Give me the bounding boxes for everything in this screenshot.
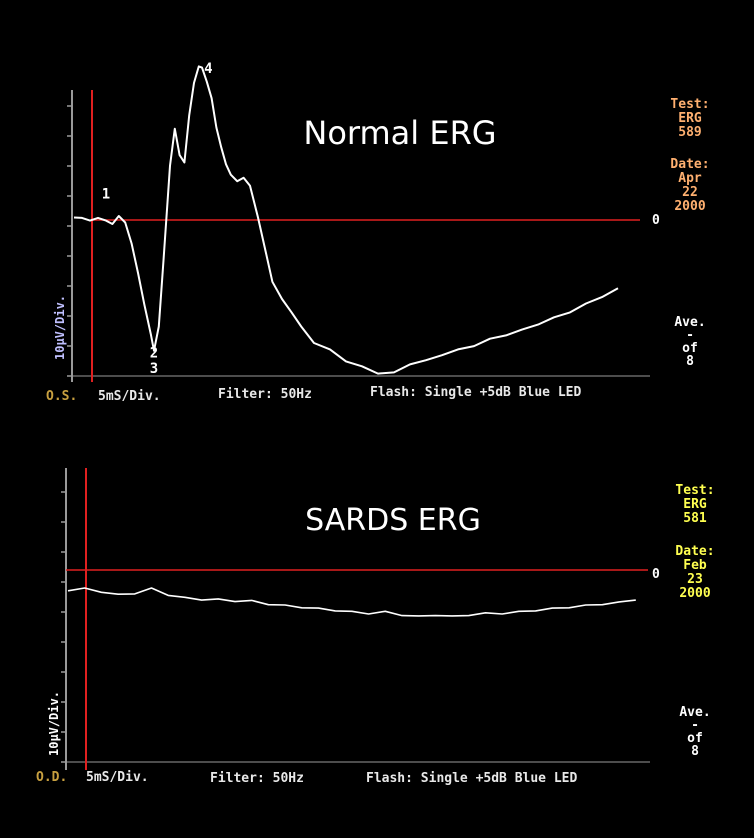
flash-label: Flash: Single +5dB Blue LED — [370, 385, 581, 400]
test-type: ERG — [683, 497, 707, 512]
peak-label-1: 1 — [102, 187, 110, 203]
test-number: 581 — [683, 511, 707, 526]
peak-label-2: 2 — [150, 346, 158, 362]
average-of: of — [682, 341, 698, 356]
test-number: 589 — [678, 125, 701, 140]
timebase-label: 5mS/Div. — [86, 770, 149, 785]
date-year: 2000 — [674, 199, 705, 214]
average-dash: - — [691, 718, 699, 733]
peak-label-4: 4 — [204, 61, 212, 77]
filter-label: Filter: 50Hz — [210, 771, 304, 786]
zero-label: 0 — [652, 213, 660, 228]
info-column: Test: ERG 581 Date: Feb 23 2000 Ave. - o… — [675, 483, 714, 759]
y-axis-label: 10µV/Div. — [53, 295, 67, 360]
timebase-label: 5mS/Div. — [98, 389, 161, 404]
zero-label: 0 — [652, 567, 660, 582]
peak-labels: 1 4 23 — [102, 61, 213, 377]
flash-label: Flash: Single +5dB Blue LED — [366, 771, 577, 786]
chart-title: SARDS ERG — [305, 503, 481, 538]
date-month: Feb — [683, 558, 707, 573]
date-label: Date: — [675, 544, 714, 559]
info-column: Test: ERG 589 Date: Apr 22 2000 Ave. - o… — [670, 97, 709, 369]
average-label: Ave. — [674, 315, 705, 330]
average-count: 8 — [691, 744, 699, 759]
test-type: ERG — [678, 111, 702, 126]
y-axis-ticks — [67, 105, 72, 377]
chart-title: Normal ERG — [303, 114, 496, 152]
erg-trace — [73, 65, 619, 375]
test-label: Test: — [670, 97, 709, 112]
average-label: Ave. — [679, 705, 710, 720]
date-month: Apr — [678, 171, 702, 186]
date-day: 23 — [687, 572, 703, 587]
eye-label: O.S. — [46, 389, 77, 404]
erg-trace — [67, 587, 636, 617]
y-axis-label: 10µV/Div. — [47, 691, 61, 756]
date-year: 2000 — [679, 586, 710, 601]
date-label: Date: — [670, 157, 709, 172]
normal-erg-panel: 1 4 23 Normal ERG 0 10µV/Div. O.S. 5mS/Div… — [46, 61, 710, 404]
peak-label-3: 3 — [150, 361, 158, 377]
average-count: 8 — [686, 354, 694, 369]
sards-erg-panel: SARDS ERG 0 10µV/Div. O.D. 5mS/Div. Filt… — [36, 468, 715, 786]
average-dash: - — [686, 328, 694, 343]
filter-label: Filter: 50Hz — [218, 387, 312, 402]
date-day: 22 — [682, 185, 698, 200]
y-axis-ticks — [61, 491, 66, 763]
test-label: Test: — [675, 483, 714, 498]
eye-label: O.D. — [36, 770, 67, 785]
average-of: of — [687, 731, 703, 746]
